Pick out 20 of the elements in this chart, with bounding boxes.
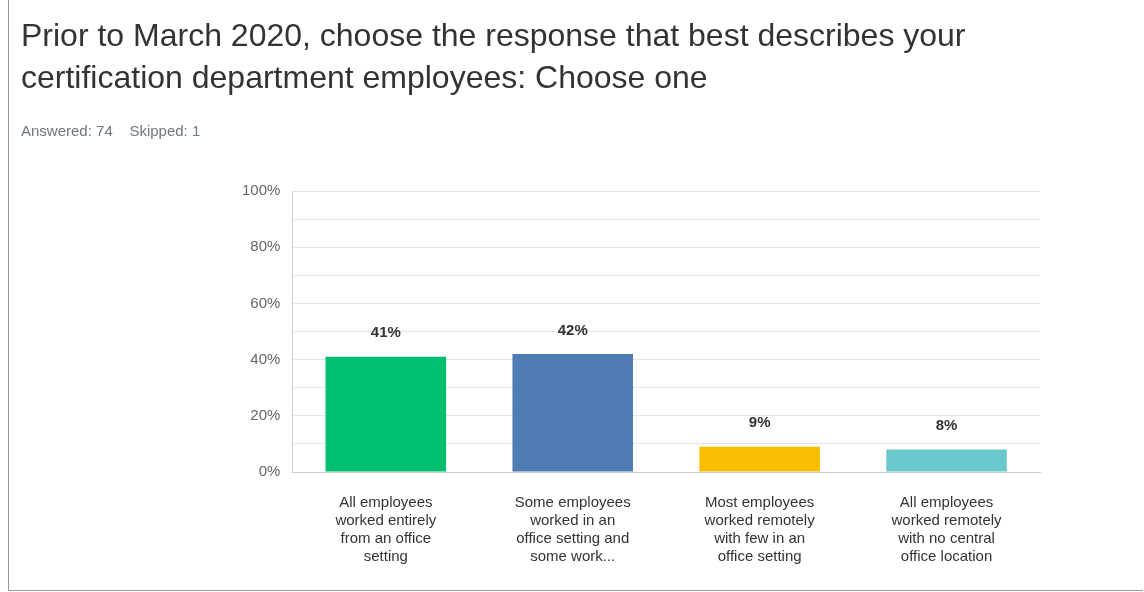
data-label: 8% — [935, 416, 958, 434]
x-tick-label: All employees worked entirely from an office setting — [334, 493, 437, 565]
bar — [512, 353, 634, 472]
data-label: 42% — [557, 320, 588, 338]
data-label: 41% — [370, 323, 401, 341]
x-tick-label: Some employees worked in an office setting and some work... — [514, 493, 631, 565]
bar — [699, 446, 820, 472]
x-tick-label: Most employees worked remotely with few in an office setting — [703, 493, 816, 565]
y-tick-label: 20% — [250, 405, 281, 423]
bar — [325, 356, 447, 472]
y-tick-label: 100% — [241, 181, 281, 199]
text: Answered: 74 Skipped: 1 — [21, 122, 201, 139]
y-tick-label: 80% — [250, 237, 281, 255]
y-tick-label: 40% — [250, 349, 281, 367]
y-tick-label: 60% — [250, 293, 281, 311]
y-tick-label: 0% — [258, 462, 281, 480]
bar — [886, 449, 1007, 472]
data-label: 9% — [748, 413, 771, 431]
x-tick-label: All employees worked remotely with no central office location — [890, 493, 1003, 565]
chart-title: Prior to March 2020, choose the response that best describes your certification department employees: Choose one — [21, 16, 967, 97]
